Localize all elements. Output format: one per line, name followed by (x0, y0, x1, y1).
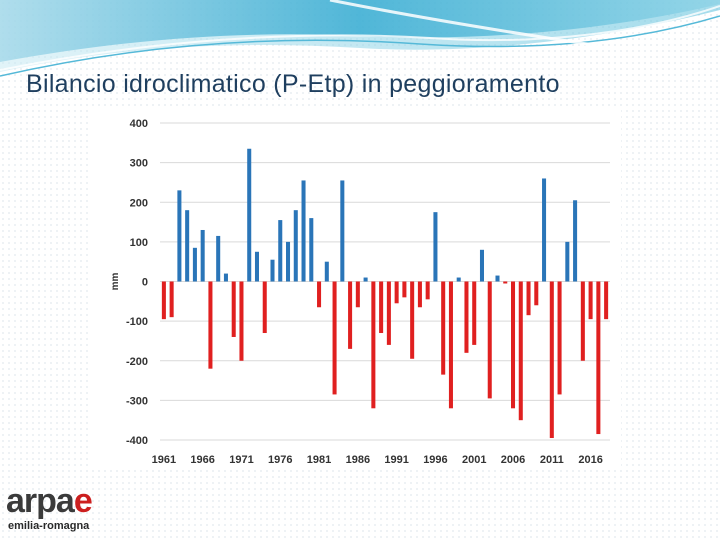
logo-wordmark: arpae (6, 482, 93, 520)
bar-2009 (534, 281, 539, 306)
bar-1961 (161, 281, 166, 320)
x-tick-label: 1976 (268, 454, 292, 466)
x-tick-label: 1966 (190, 454, 214, 466)
x-tick-label: 1996 (423, 454, 447, 466)
y-tick-label: -300 (126, 395, 148, 407)
y-axis-title: mm (110, 273, 121, 291)
bar-2003 (487, 281, 492, 399)
bar-1970 (231, 281, 236, 337)
bar-2004 (495, 275, 500, 282)
bar-1999 (456, 277, 461, 282)
gridlines (160, 122, 610, 441)
chart-panel: 400 300 200 100 0 -100 -200 -300 -400 1961 1966 19… (88, 110, 621, 468)
bar-1983 (332, 281, 337, 395)
bar-1991 (394, 281, 399, 304)
bar-2002 (479, 249, 484, 282)
bar-1995 (425, 281, 430, 300)
bar-1968 (216, 235, 221, 282)
x-tick-label: 1986 (346, 454, 370, 466)
x-tick-label: 2001 (462, 454, 486, 466)
bar-2008 (526, 281, 531, 316)
bar-2013 (565, 241, 570, 282)
bar-1987 (363, 277, 368, 282)
x-tick-label: 2011 (540, 454, 564, 466)
y-tick-label: -100 (126, 316, 148, 328)
bar-1979 (301, 180, 306, 282)
y-tick-label: 400 (130, 118, 148, 130)
bar-1982 (324, 261, 329, 282)
bar-1969 (223, 273, 228, 282)
x-tick-label: 1961 (152, 454, 176, 466)
bar-1964 (185, 210, 190, 282)
bar-1990 (386, 281, 391, 345)
bar-1984 (340, 180, 345, 282)
bar-1997 (441, 281, 446, 375)
bar-1994 (417, 281, 422, 308)
bar-1974 (262, 281, 267, 334)
slide-title: Bilancio idroclimatico (P-Etp) in peggio… (26, 70, 560, 98)
y-tick-label: 200 (130, 197, 148, 209)
bar-2012 (557, 281, 562, 395)
bar-1972 (247, 148, 252, 282)
x-tick-label: 1981 (307, 454, 331, 466)
bar-2010 (542, 178, 547, 282)
bar-2014 (573, 200, 578, 282)
bar-1973 (254, 251, 259, 282)
logo-wordmark-prefix: arpa (6, 482, 75, 520)
bar-1988 (371, 281, 376, 409)
bar-1981 (317, 281, 322, 308)
y-tick-label: 0 (142, 277, 148, 289)
x-tick-label: 2006 (501, 454, 525, 466)
bar-1965 (192, 247, 197, 282)
bar-1966 (200, 229, 205, 282)
y-tick-label: 300 (130, 158, 148, 170)
bar-1985 (348, 281, 353, 349)
x-tick-label: 2016 (578, 454, 602, 466)
x-tick-label: 1971 (229, 454, 253, 466)
bar-2016 (588, 281, 593, 320)
logo-subtitle: emilia-romagna (8, 520, 90, 532)
bar-2001 (472, 281, 477, 345)
bars (161, 148, 609, 439)
bar-2015 (580, 281, 585, 361)
bar-2007 (518, 281, 523, 421)
x-tick-labels: 1961 1966 1971 1976 1981 1986 1991 1996 2001 2006… (152, 454, 603, 466)
bar-1971 (239, 281, 244, 361)
bar-1963 (177, 190, 182, 282)
y-tick-label: -200 (126, 356, 148, 368)
bar-1996 (433, 212, 438, 282)
header-swoosh-decoration (0, 0, 720, 77)
bar-1993 (410, 281, 415, 359)
bar-2006 (511, 281, 516, 409)
bar-2011 (549, 281, 554, 439)
bar-1978 (293, 210, 298, 282)
bar-1998 (448, 281, 453, 409)
logo-wordmark-suffix: e (73, 482, 93, 520)
bar-1967 (208, 281, 213, 369)
bar-1976 (278, 220, 283, 282)
bar-1989 (379, 281, 384, 334)
bar-1992 (402, 281, 407, 298)
y-tick-label: 100 (130, 237, 148, 249)
bar-1977 (286, 241, 291, 282)
bar-1962 (169, 281, 174, 318)
arpae-logo: arpae emilia-romagna (6, 484, 136, 536)
y-tick-labels: 400 300 200 100 0 -100 -200 -300 -400 (126, 118, 148, 447)
y-tick-label: -400 (126, 435, 148, 447)
bar-2017 (596, 281, 601, 435)
bar-1980 (309, 218, 314, 282)
bar-2005 (503, 281, 508, 284)
bar-2000 (464, 281, 469, 353)
x-tick-label: 1991 (384, 454, 408, 466)
bar-1986 (355, 281, 360, 308)
bar-2018 (604, 281, 609, 320)
bar-1975 (270, 259, 275, 282)
